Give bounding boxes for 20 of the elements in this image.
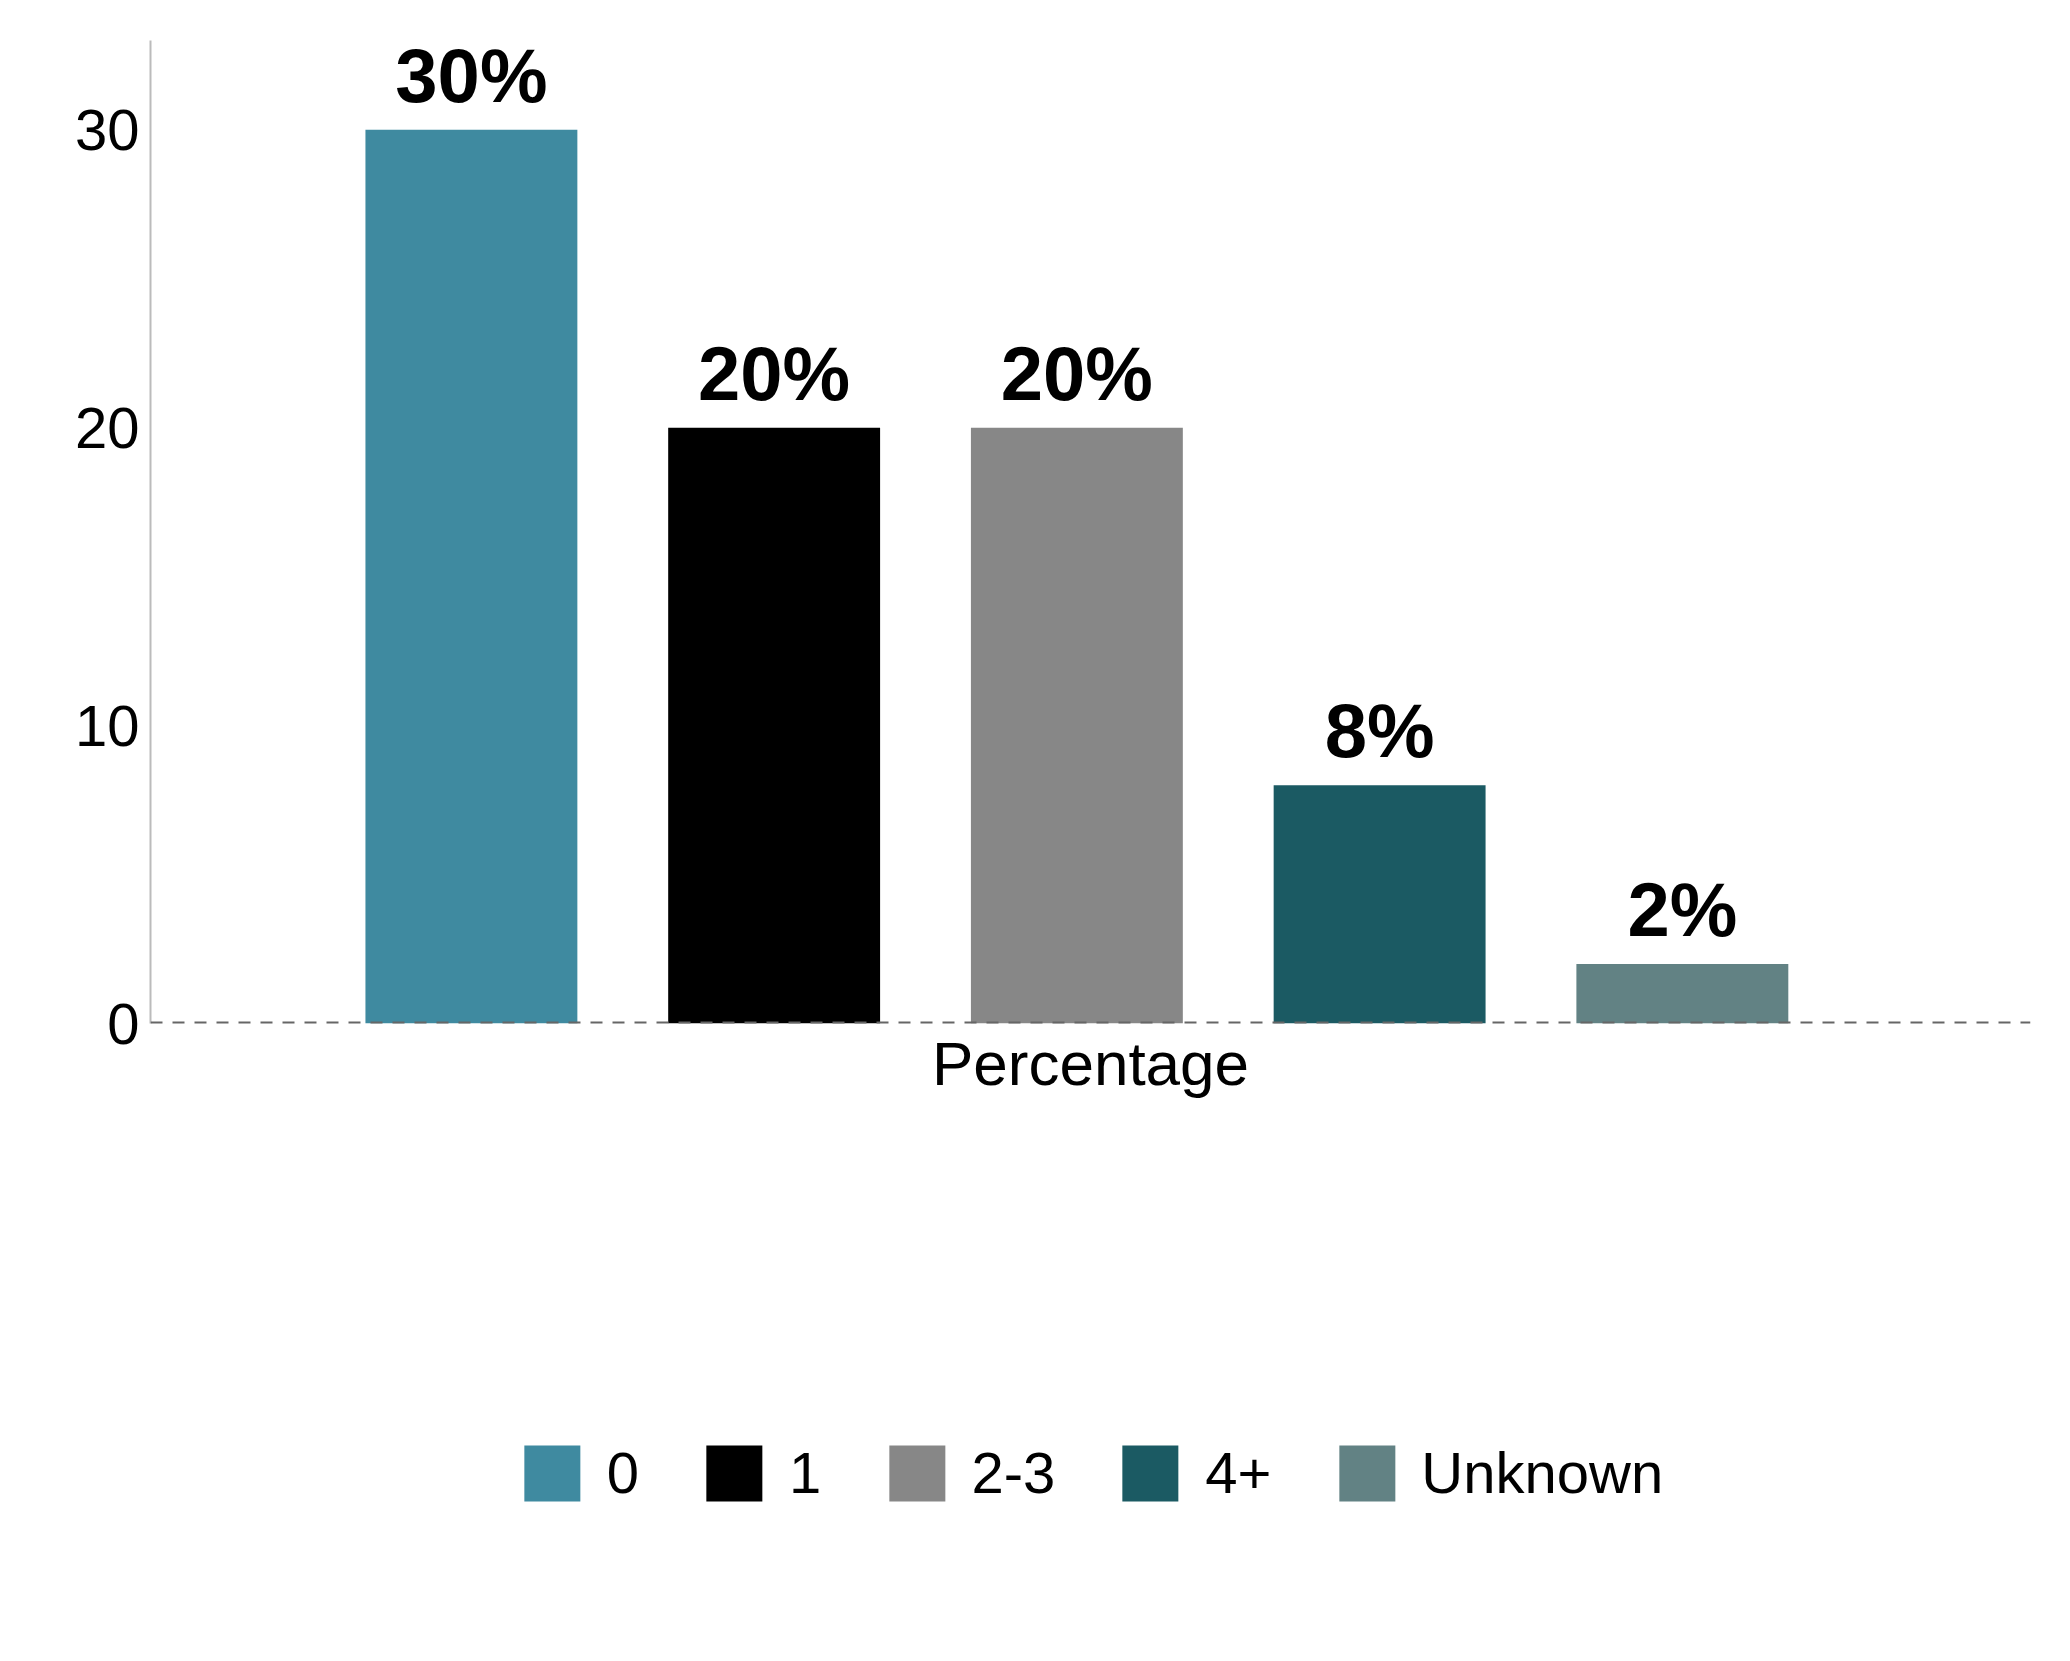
bar bbox=[1273, 785, 1486, 1024]
y-tick-label: 0 bbox=[107, 990, 140, 1056]
y-tick-label: 10 bbox=[74, 692, 140, 758]
data-label: 2% bbox=[1627, 866, 1738, 952]
bar bbox=[1576, 963, 1789, 1024]
legend-label: 1 bbox=[789, 1439, 822, 1506]
legend-label: 2-3 bbox=[971, 1439, 1056, 1506]
bar bbox=[365, 129, 578, 1024]
legend-label: 4+ bbox=[1205, 1439, 1272, 1506]
y-tick-label: 20 bbox=[74, 394, 140, 460]
bar bbox=[668, 427, 881, 1024]
data-label: 30% bbox=[395, 32, 548, 118]
legend-label: 0 bbox=[606, 1439, 640, 1506]
bar bbox=[970, 427, 1183, 1024]
data-label: 8% bbox=[1324, 688, 1435, 774]
data-label: 20% bbox=[698, 330, 851, 416]
legend-label: Unknown bbox=[1421, 1439, 1664, 1506]
data-label: 20% bbox=[1000, 330, 1153, 416]
y-tick-label: 30 bbox=[74, 96, 140, 162]
x-axis-title: Percentage bbox=[931, 1028, 1250, 1098]
